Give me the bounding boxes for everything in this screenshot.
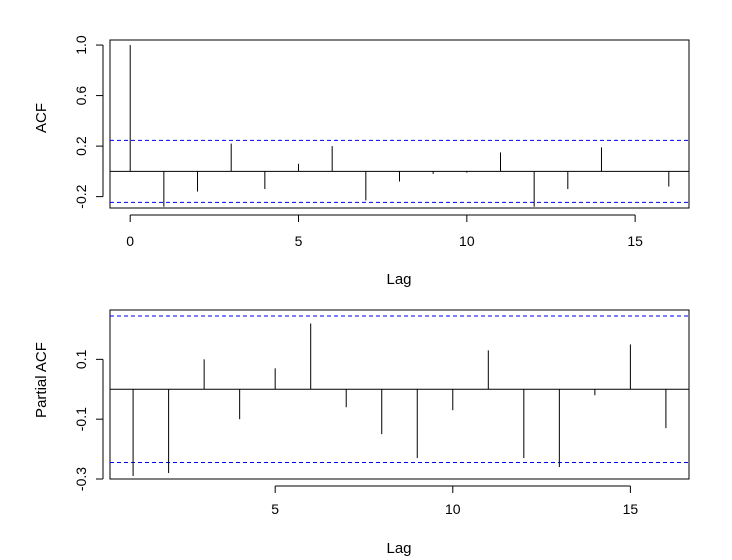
pacf-panel: 5 10 15 -0.3 -0.1 0.1 Lag Partial ACF	[33, 309, 690, 557]
acf-x-tick-label: 0	[126, 233, 134, 249]
acf-x-tick-label: 15	[627, 233, 643, 249]
pacf-y-tick-label: 0.1	[73, 349, 89, 369]
acf-x-tick-label: 10	[459, 233, 475, 249]
acf-x-axis: 0 5 10 15	[126, 214, 643, 249]
pacf-x-tick-label: 5	[271, 501, 279, 517]
pacf-x-axis: 5 10 15	[271, 485, 639, 517]
acf-x-axis-label: Lag	[386, 271, 411, 288]
pacf-marks	[110, 315, 689, 477]
acf-y-axis: -0.2 0.2 0.6 1.0	[73, 35, 104, 209]
pacf-x-axis-label: Lag	[386, 540, 411, 557]
pacf-y-axis-label: Partial ACF	[33, 342, 50, 418]
acf-plot-frame	[109, 39, 690, 209]
acf-y-tick-label: 0.2	[73, 136, 89, 156]
acf-y-tick-label: -0.2	[73, 184, 89, 208]
pacf-y-axis: -0.3 -0.1 0.1	[73, 349, 104, 491]
pacf-y-tick-label: -0.3	[73, 467, 89, 491]
acf-panel: 0 5 10 15 -0.2 0.2 0.6 1.0 Lag ACF	[33, 35, 690, 288]
acf-y-tick-label: 1.0	[73, 35, 89, 55]
pacf-x-tick-label: 10	[445, 501, 461, 517]
pacf-x-tick-label: 15	[623, 501, 639, 517]
acf-marks	[110, 45, 689, 207]
pacf-y-tick-label: -0.1	[73, 407, 89, 431]
acf-y-tick-label: 0.6	[73, 86, 89, 106]
pacf-plot-frame	[109, 309, 690, 480]
acf-y-axis-label: ACF	[33, 103, 50, 133]
acf-x-tick-label: 5	[295, 233, 303, 249]
